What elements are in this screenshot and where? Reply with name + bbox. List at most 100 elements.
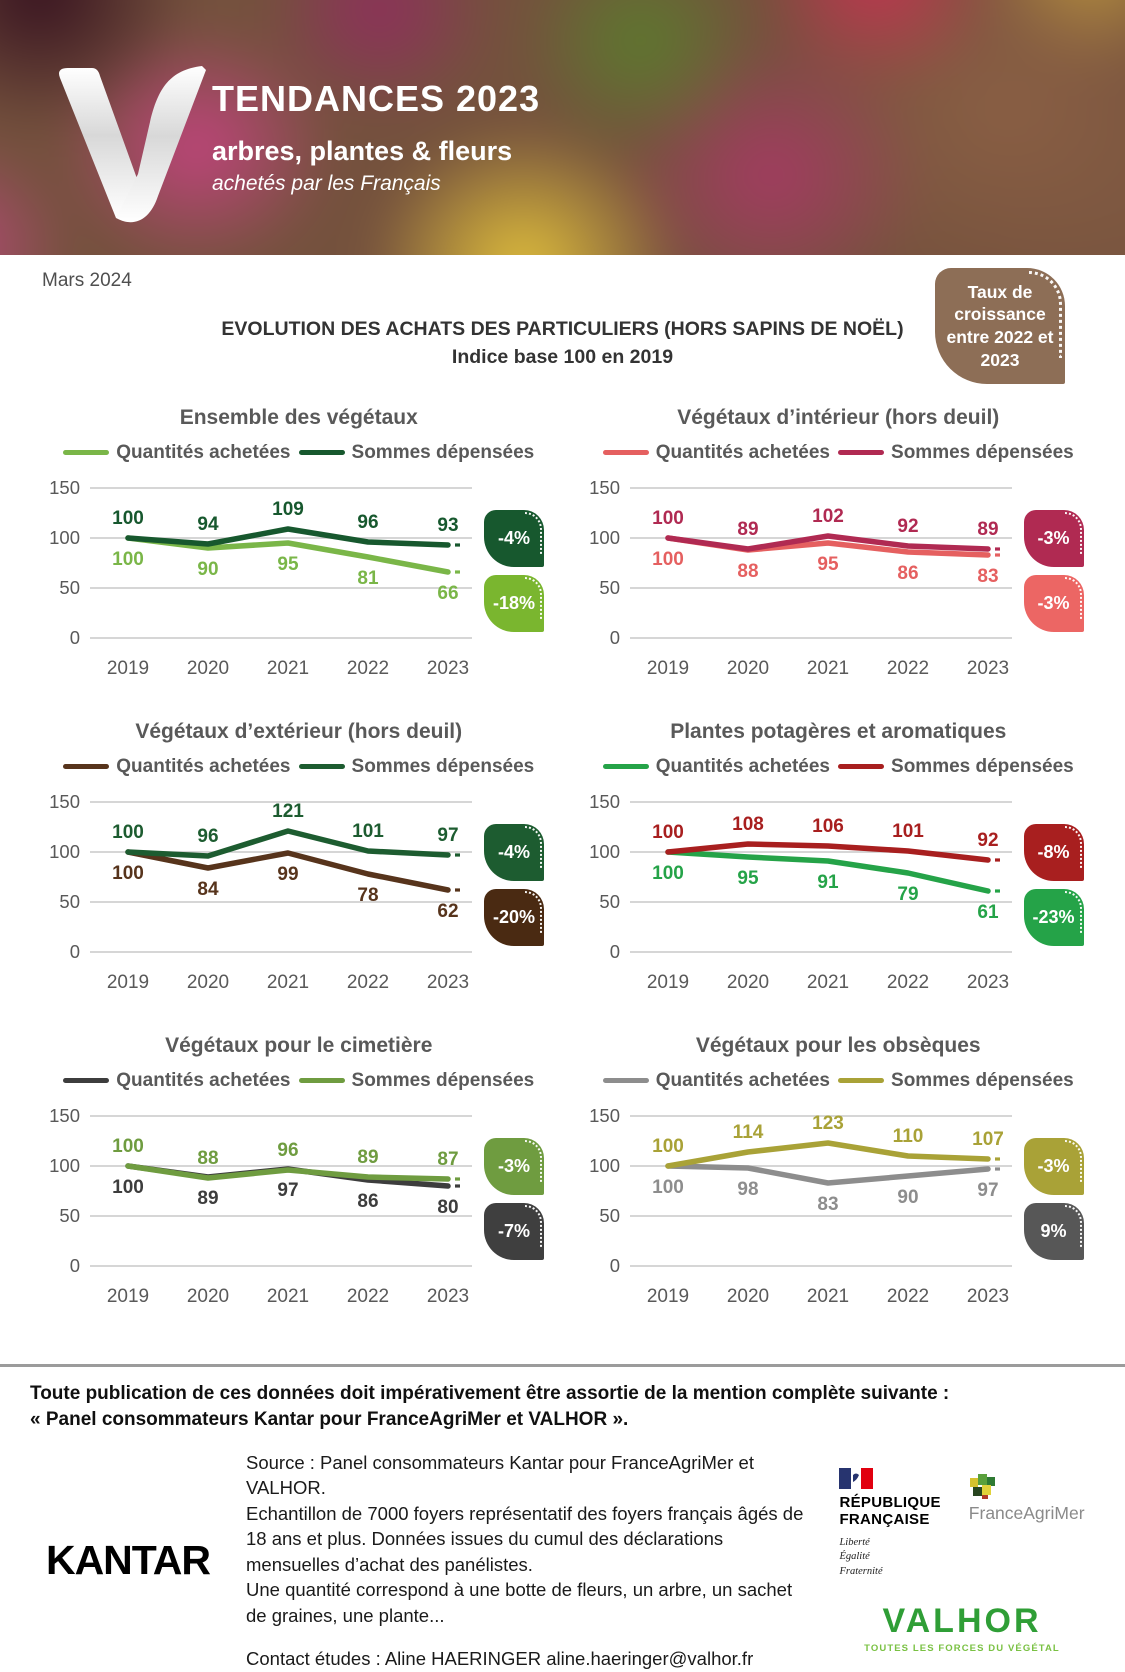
partner-logos: RÉPUBLIQUE FRANÇAISE Liberté Égalité Fra…	[827, 1468, 1097, 1654]
chart-panel-4: Plantes potagères et aromatiques Quantité…	[580, 720, 1098, 998]
valhor-logo: VALHOR TOUTES LES FORCES DU VÉGÉTAL	[864, 1602, 1060, 1654]
data-point-label: 101	[892, 821, 924, 842]
x-axis-label: 2022	[347, 658, 389, 679]
data-point-label: 100	[112, 1177, 144, 1198]
data-point-label: 100	[112, 822, 144, 843]
chart-panel-2: Végétaux d’intérieur (hors deuil) Quantit…	[580, 406, 1098, 684]
date-label: Mars 2024	[42, 270, 132, 291]
data-point-label: 100	[652, 1177, 684, 1198]
data-point-label: 98	[737, 1179, 758, 1200]
y-axis-tick: 150	[589, 1105, 620, 1126]
chart-body: 150 100 50 0 2019 2020 2021 2022 2023 100 89 97 86 80…	[40, 1096, 558, 1312]
legend-label: Sommes dépensées	[351, 1069, 535, 1091]
series-line	[664, 1162, 991, 1186]
x-axis-label: 2020	[187, 658, 229, 679]
data-point-label: 78	[357, 885, 378, 906]
growth-rate-leaf-badge: -4%	[484, 823, 544, 881]
rf-motto-line1: Liberté	[839, 1536, 870, 1548]
chart-title: Végétaux d’intérieur (hors deuil)	[677, 405, 1000, 429]
data-point-label: 79	[897, 884, 918, 905]
chart-body: 150 100 50 0 2019 2020 2021 2022 2023 100 95 91 79 61…	[580, 782, 1098, 998]
legend-label: Sommes dépensées	[351, 755, 535, 777]
data-point-label: 61	[977, 902, 999, 923]
y-axis-tick: 50	[59, 891, 80, 912]
data-point-label: 99	[277, 864, 298, 885]
data-point-label: 107	[972, 1129, 1004, 1150]
x-axis-label: 2019	[107, 658, 149, 679]
x-axis-label: 2021	[806, 1286, 848, 1307]
y-axis-tick: 50	[599, 891, 620, 912]
legend-swatch	[838, 450, 885, 456]
data-point-label: 97	[277, 1180, 298, 1201]
x-axis-label: 2020	[187, 972, 229, 993]
franceagrimer-label: FranceAgriMer	[968, 1503, 1085, 1523]
mention-block: Toute publication de ces données doit im…	[0, 1367, 1125, 1434]
chart-panel-1: Ensemble des végétaux Quantités achetées S…	[40, 406, 558, 684]
data-point-label: 100	[652, 549, 684, 570]
legend-label: Sommes dépensées	[891, 755, 1074, 777]
chart-legend: Quantités achetées Sommes dépensées	[40, 756, 558, 778]
data-point-label: 96	[277, 1140, 298, 1161]
main-title: EVOLUTION DES ACHATS DES PARTICULIERS (H…	[0, 255, 1125, 372]
data-point-label: 109	[272, 499, 304, 520]
y-axis-tick: 100	[589, 1155, 620, 1176]
chart-body: 150 100 50 0 2019 2020 2021 2022 2023 100 98 83 90 97…	[580, 1096, 1098, 1312]
data-point-label: 100	[112, 1136, 144, 1157]
chart-panel-6: Végétaux pour les obsèques Quantités ache…	[580, 1034, 1098, 1312]
x-axis-label: 2019	[107, 972, 149, 993]
data-point-label: 92	[977, 830, 998, 851]
chart-legend: Quantités achetées Sommes dépensées	[40, 1070, 558, 1092]
x-axis-label: 2023	[966, 972, 1008, 993]
data-point-label: 88	[197, 1148, 218, 1169]
legend-label: Quantités achetées	[116, 1069, 291, 1091]
chart-legend: Quantités achetées Sommes dépensées	[580, 1070, 1098, 1092]
data-point-label: 101	[352, 821, 384, 842]
data-point-label: 90	[197, 559, 218, 580]
header-banner: TENDANCES 2023 arbres, plantes & fleurs …	[0, 0, 1125, 255]
chart-body: 150 100 50 0 2019 2020 2021 2022 2023 100 88 95 86 83…	[580, 468, 1098, 684]
legend-swatch	[602, 764, 649, 770]
source-line: Echantillon de 7000 foyers représentatif…	[246, 1502, 804, 1575]
growth-rate-leaf-badge: -23%	[1023, 888, 1084, 946]
data-point-label: 100	[652, 822, 684, 843]
page-title: TENDANCES 2023	[212, 78, 541, 119]
x-axis-label: 2022	[347, 1286, 389, 1307]
y-axis-tick: 50	[599, 1205, 620, 1226]
data-point-label: 100	[112, 549, 144, 570]
data-point-label: 100	[652, 508, 684, 529]
mention-line1: Toute publication de ces données doit im…	[30, 1382, 950, 1404]
y-axis-tick: 100	[49, 1155, 80, 1176]
data-point-label: 100	[652, 1136, 684, 1157]
source-line: Une quantité correspond à une botte de f…	[246, 1579, 793, 1626]
chart-body: 150 100 50 0 2019 2020 2021 2022 2023 100 90 95 81 66…	[40, 468, 558, 684]
flowers-background-image	[0, 0, 1125, 255]
x-axis-label: 2020	[726, 1286, 768, 1307]
chart-title: Ensemble des végétaux	[179, 405, 418, 429]
growth-rate-leaf-badge: -18%	[484, 574, 544, 632]
data-point-label: 84	[197, 879, 219, 900]
y-axis-tick: 100	[49, 841, 80, 862]
main-title-line1: EVOLUTION DES ACHATS DES PARTICULIERS (H…	[221, 318, 904, 340]
data-point-label: 80	[437, 1197, 458, 1218]
y-axis-tick: 0	[70, 941, 80, 962]
growth-rate-leaf-badge: -4%	[484, 509, 544, 567]
legend-item: Quantités achetées	[602, 756, 830, 778]
growth-rate-badge: Taux de croissance entre 2022 et 2023	[935, 268, 1065, 384]
x-axis-label: 2021	[267, 1286, 309, 1307]
x-axis-label: 2023	[966, 658, 1008, 679]
line-chart: 150 100 50 0 2019 2020 2021 2022 2023 100 84 99 78 62…	[49, 791, 472, 993]
data-point-label: 97	[437, 825, 458, 846]
data-point-label: 93	[437, 515, 458, 536]
badge-column: -4% -20%	[484, 823, 544, 946]
footer-divider	[0, 1363, 1125, 1367]
legend-swatch	[838, 764, 885, 770]
y-axis-tick: 0	[609, 627, 619, 648]
main-title-line2: Indice base 100 en 2019	[451, 346, 674, 369]
growth-rate-leaf-badge: -3%	[484, 1137, 544, 1195]
chart-title: Plantes potagères et aromatiques	[670, 719, 1007, 743]
chart-panel-5: Végétaux pour le cimetière Quantités ache…	[40, 1034, 558, 1312]
page-subtitle: arbres, plantes & fleurs	[212, 136, 513, 166]
data-point-label: 90	[897, 1187, 918, 1208]
legend-swatch	[602, 450, 649, 456]
legend-swatch	[63, 1078, 110, 1084]
